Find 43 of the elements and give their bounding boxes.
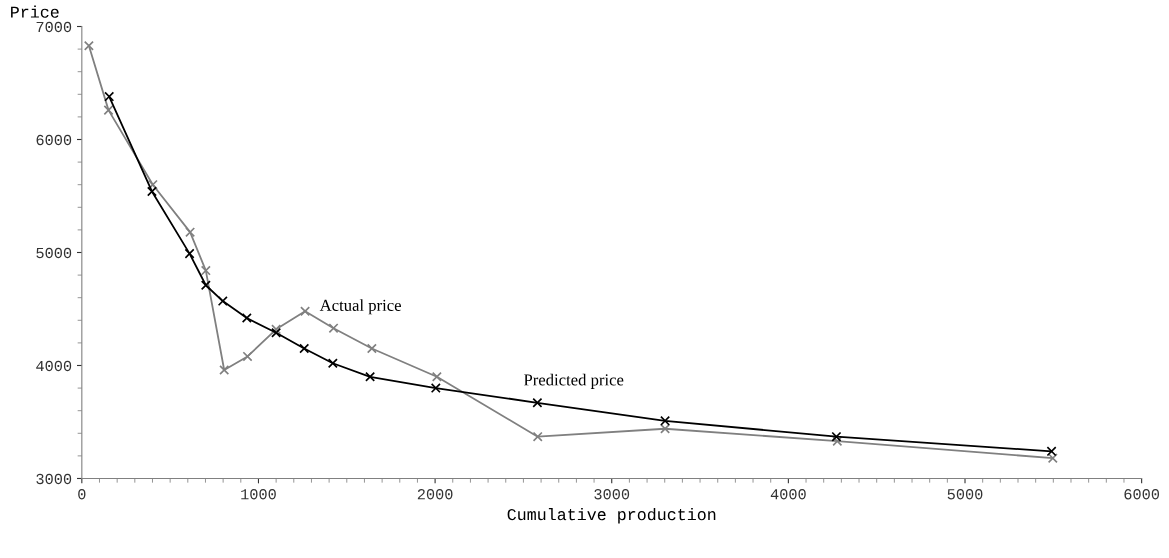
point	[660, 415, 671, 426]
point	[184, 248, 195, 259]
x-tick-label: 3000	[594, 489, 630, 500]
x-tick-label: 6000	[1124, 489, 1160, 500]
point	[217, 296, 228, 307]
point	[241, 313, 252, 324]
y-tick-label: 4000	[36, 360, 72, 372]
point	[242, 351, 253, 362]
point	[146, 186, 157, 197]
point	[299, 343, 310, 354]
x-tick-label: 2000	[417, 489, 453, 500]
point	[430, 383, 441, 394]
point	[532, 431, 543, 442]
point	[532, 397, 543, 408]
x-tick-label: 4000	[770, 489, 806, 500]
point	[327, 358, 338, 369]
point	[300, 306, 311, 317]
point	[832, 436, 843, 447]
point	[431, 371, 442, 382]
series-label: Actual price	[319, 299, 401, 315]
point	[328, 323, 339, 334]
x-tick-label: 5000	[947, 489, 983, 500]
y-tick-label: 3000	[36, 473, 72, 485]
series-label: Predicted price	[523, 373, 624, 389]
y-tick-label: 7000	[36, 21, 72, 33]
point	[200, 265, 211, 276]
y-tick-label: 6000	[36, 134, 72, 146]
point	[103, 105, 114, 116]
x-tick-label: 0	[78, 489, 86, 500]
point	[831, 431, 842, 442]
y-tick-label: 5000	[36, 247, 72, 259]
x-tick-label: 1000	[241, 489, 276, 500]
point	[219, 365, 230, 376]
point	[660, 423, 671, 434]
x-axis-title: Cumulative production	[507, 508, 716, 524]
point	[185, 227, 196, 238]
point	[365, 371, 376, 382]
point	[200, 280, 211, 291]
point	[1047, 453, 1058, 464]
point	[1046, 446, 1057, 457]
point	[104, 91, 115, 102]
y-axis-title: Price	[11, 5, 59, 18]
point	[366, 343, 377, 354]
